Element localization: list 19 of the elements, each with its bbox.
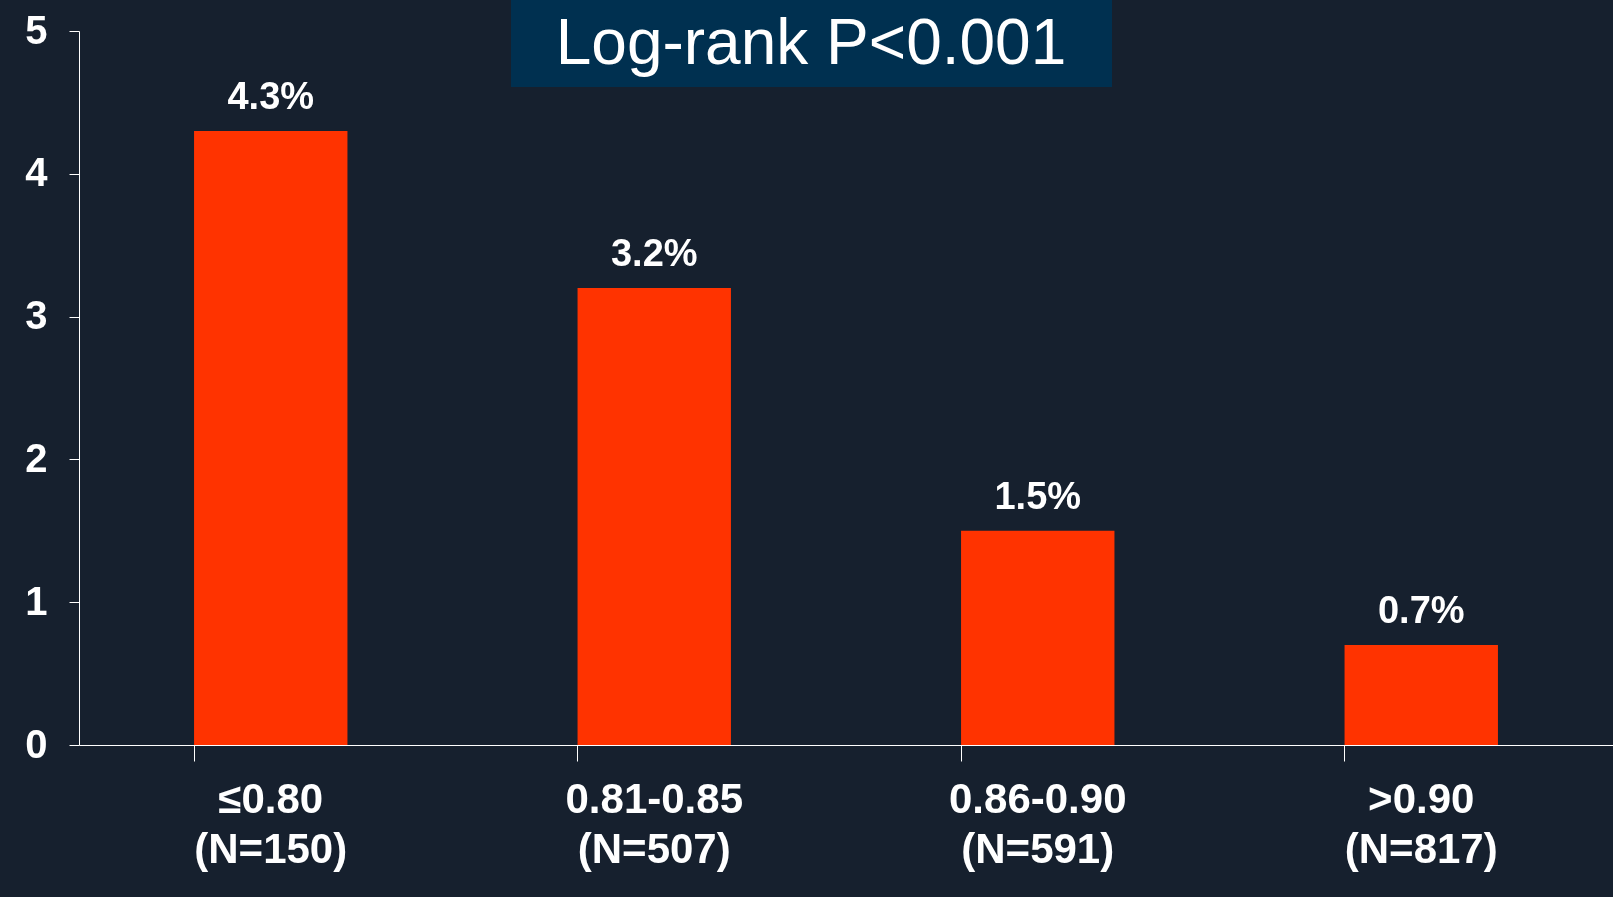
data-label: 4.3% [227,74,315,117]
data-label: 3.2% [610,232,698,275]
y-tick-label: 5 [25,7,48,52]
bar [961,530,1115,745]
x-tick-label: 0.86-0.90 (N=591) [949,774,1127,872]
data-label: 1.5% [994,474,1082,517]
x-tick-label: ≤0.80 (N=150) [194,774,348,872]
y-tick-label: 2 [25,435,48,480]
x-tick-label: 0.81-0.85 (N=507) [565,774,743,872]
bar [1344,645,1498,745]
bar [194,130,348,745]
y-tick-label: 1 [25,578,48,623]
x-tick-label: >0.90 (N=817) [1344,774,1498,872]
annotation: Log-rank P<0.001 [555,6,1067,78]
y-tick-label: 4 [25,150,49,195]
data-label: 0.7% [1377,589,1465,632]
y-tick-label: 3 [25,293,48,338]
y-tick-label: 0 [25,721,48,766]
bar [577,288,731,745]
